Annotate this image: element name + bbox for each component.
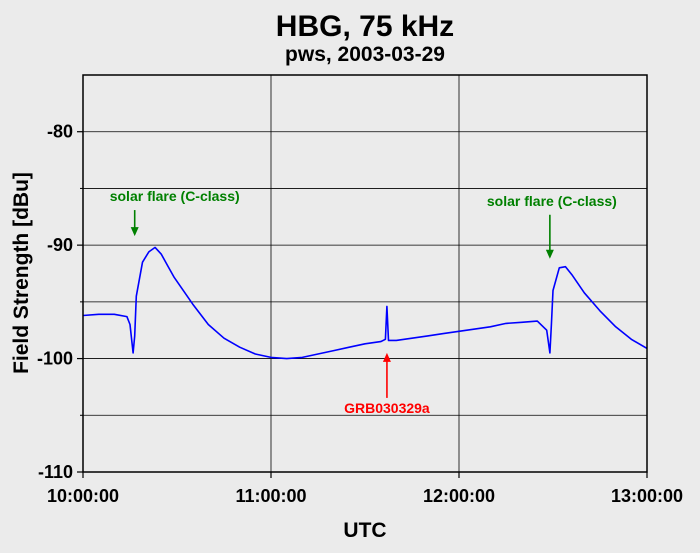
x-tick-label: 11:00:00 — [235, 486, 306, 506]
annotations: solar flare (C-class) solar flare (C-clas… — [110, 188, 617, 416]
annotation-arrowhead — [130, 227, 139, 237]
y-axis-label: Field Strength [dBu] — [10, 172, 33, 374]
annotation-arrowhead — [382, 352, 391, 362]
annotation-grb: GRB030329a — [344, 400, 430, 416]
plot-frame — [82, 74, 648, 473]
field-strength-series-line — [82, 246, 648, 360]
x-tick-label: 13:00:00 — [611, 486, 683, 506]
y-tick-label: -100 — [37, 349, 73, 369]
annotation-solar-flare: solar flare (C-class) — [487, 193, 617, 209]
x-tick-label: 12:00:00 — [423, 486, 495, 506]
x-axis-label: UTC — [343, 519, 386, 542]
annotation-arrowhead — [545, 249, 554, 259]
x-tick-label: 10:00:00 — [47, 486, 119, 506]
chart-title: HBG, 75 kHz — [276, 10, 454, 43]
chart-subtitle: pws, 2003-03-29 — [285, 43, 445, 66]
y-tick-label: -90 — [47, 235, 73, 255]
y-tick-label: -80 — [47, 122, 73, 142]
annotation-solar-flare: solar flare (C-class) — [110, 188, 240, 204]
grid — [83, 75, 647, 472]
y-tick-label: -110 — [38, 462, 73, 482]
y-axis-ticks: -80 -90 -100 -110 — [37, 122, 83, 482]
x-axis-ticks: 10:00:00 11:00:00 12:00:00 13:00:00 — [47, 472, 683, 506]
